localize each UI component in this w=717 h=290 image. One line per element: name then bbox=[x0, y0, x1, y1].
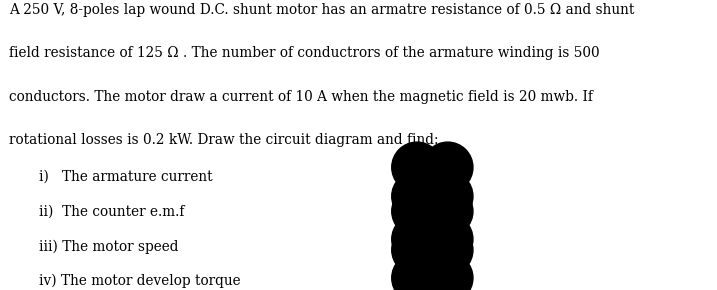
Ellipse shape bbox=[407, 202, 457, 252]
Ellipse shape bbox=[422, 171, 473, 222]
Text: i)   The armature current: i) The armature current bbox=[39, 170, 213, 184]
Ellipse shape bbox=[391, 214, 442, 264]
Ellipse shape bbox=[422, 225, 473, 275]
Ellipse shape bbox=[391, 186, 442, 236]
Ellipse shape bbox=[407, 275, 457, 290]
Text: field resistance of 125 Ω . The number of conductrors of the armature winding is: field resistance of 125 Ω . The number o… bbox=[9, 46, 599, 60]
Text: rotational losses is 0.2 kW. Draw the circuit diagram and find:: rotational losses is 0.2 kW. Draw the ci… bbox=[9, 133, 438, 147]
Ellipse shape bbox=[422, 214, 473, 264]
Ellipse shape bbox=[391, 171, 442, 222]
Ellipse shape bbox=[422, 186, 473, 236]
Text: iv) The motor develop torque: iv) The motor develop torque bbox=[39, 273, 241, 288]
Text: ii)  The counter e.m.f: ii) The counter e.m.f bbox=[39, 204, 185, 218]
Text: conductors. The motor draw a current of 10 A when the magnetic field is 20 mwb. : conductors. The motor draw a current of … bbox=[9, 90, 592, 104]
Ellipse shape bbox=[391, 142, 442, 193]
Ellipse shape bbox=[407, 242, 457, 290]
Ellipse shape bbox=[391, 253, 442, 290]
Ellipse shape bbox=[422, 253, 473, 290]
Ellipse shape bbox=[391, 225, 442, 275]
Text: A 250 V, 8-poles lap wound D.C. shunt motor has an armatre resistance of 0.5 Ω a: A 250 V, 8-poles lap wound D.C. shunt mo… bbox=[9, 3, 634, 17]
Text: iii) The motor speed: iii) The motor speed bbox=[39, 239, 179, 254]
Ellipse shape bbox=[422, 142, 473, 193]
Ellipse shape bbox=[407, 173, 457, 223]
Ellipse shape bbox=[407, 255, 457, 290]
